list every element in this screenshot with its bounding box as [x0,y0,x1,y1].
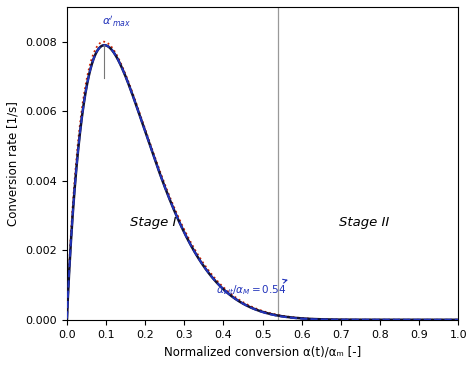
Y-axis label: Conversion rate [1/s]: Conversion rate [1/s] [7,101,20,226]
Text: Stage I: Stage I [130,216,176,229]
X-axis label: Normalized conversion α(t)/αₘ [-]: Normalized conversion α(t)/αₘ [-] [164,345,361,358]
Text: $\alpha_{vit}/\alpha_M = 0.54$: $\alpha_{vit}/\alpha_M = 0.54$ [216,279,287,297]
Text: Stage II: Stage II [339,216,390,229]
Text: $\alpha'_{max}$: $\alpha'_{max}$ [102,14,132,29]
